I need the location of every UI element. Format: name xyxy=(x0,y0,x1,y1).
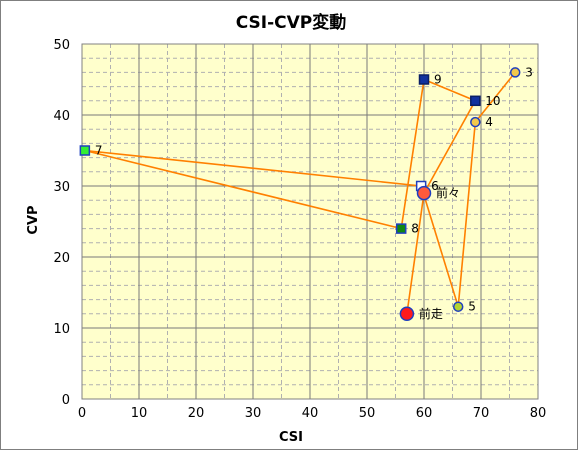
series-line-segment xyxy=(423,78,476,102)
data-points xyxy=(79,67,521,322)
series-line-segment xyxy=(474,71,516,123)
data-point-label: 6 xyxy=(431,179,439,193)
x-tick-label: 60 xyxy=(416,406,433,421)
data-point-marker xyxy=(470,116,481,128)
x-tick-label: 30 xyxy=(245,406,262,421)
data-point-label: 7 xyxy=(95,144,103,158)
y-tick-label: 40 xyxy=(53,109,70,124)
data-point-label: 前走 xyxy=(419,306,443,321)
x-tick-label: 20 xyxy=(188,406,205,421)
x-tick-label: 50 xyxy=(359,406,376,421)
data-point-marker xyxy=(452,301,464,312)
series-lines xyxy=(84,71,516,314)
chart-title: CSI-CVP変動 xyxy=(236,12,347,33)
x-tick-label: 40 xyxy=(302,406,319,421)
plot-border xyxy=(81,43,539,400)
data-point-label: 8 xyxy=(411,222,419,236)
y-tick-label: 10 xyxy=(53,322,70,337)
series-line-segment xyxy=(420,185,459,307)
series-line-segment xyxy=(84,149,422,187)
series-line-segment xyxy=(84,149,402,230)
series-line-segment xyxy=(406,192,425,314)
y-tick-labels: 0 10 20 30 40 50 xyxy=(53,38,70,408)
data-point-label: 4 xyxy=(485,115,493,129)
data-point-marker xyxy=(418,74,430,85)
y-tick-label: 50 xyxy=(53,38,70,53)
data-point-marker xyxy=(395,223,407,234)
series-line-segment xyxy=(400,79,425,229)
x-axis-title: CSI xyxy=(279,430,303,445)
series-line-segment xyxy=(423,100,476,194)
data-point-label: 9 xyxy=(434,73,442,87)
data-point-marker xyxy=(399,306,415,322)
x-tick-label: 10 xyxy=(131,406,148,421)
data-point-label: 5 xyxy=(468,300,476,314)
series-line-segment xyxy=(457,122,477,307)
y-axis-title: CVP xyxy=(26,205,41,234)
y-tick-label: 30 xyxy=(53,180,70,195)
data-point-marker xyxy=(470,95,481,107)
data-point-label: 前々 xyxy=(436,185,460,200)
data-point-marker xyxy=(509,67,521,78)
data-point-marker xyxy=(79,145,91,156)
data-point-label: 3 xyxy=(525,65,533,79)
y-tick-label: 20 xyxy=(53,251,70,266)
major-gridlines xyxy=(82,44,538,399)
data-point-label: 10 xyxy=(485,94,500,108)
x-tick-label: 70 xyxy=(473,406,490,421)
x-tick-label: 0 xyxy=(78,406,86,421)
y-tick-label: 0 xyxy=(62,393,70,408)
data-point-marker xyxy=(416,185,432,201)
x-tick-labels: 0 10 20 30 40 50 60 70 80 xyxy=(78,406,546,421)
x-tick-label: 80 xyxy=(530,406,547,421)
